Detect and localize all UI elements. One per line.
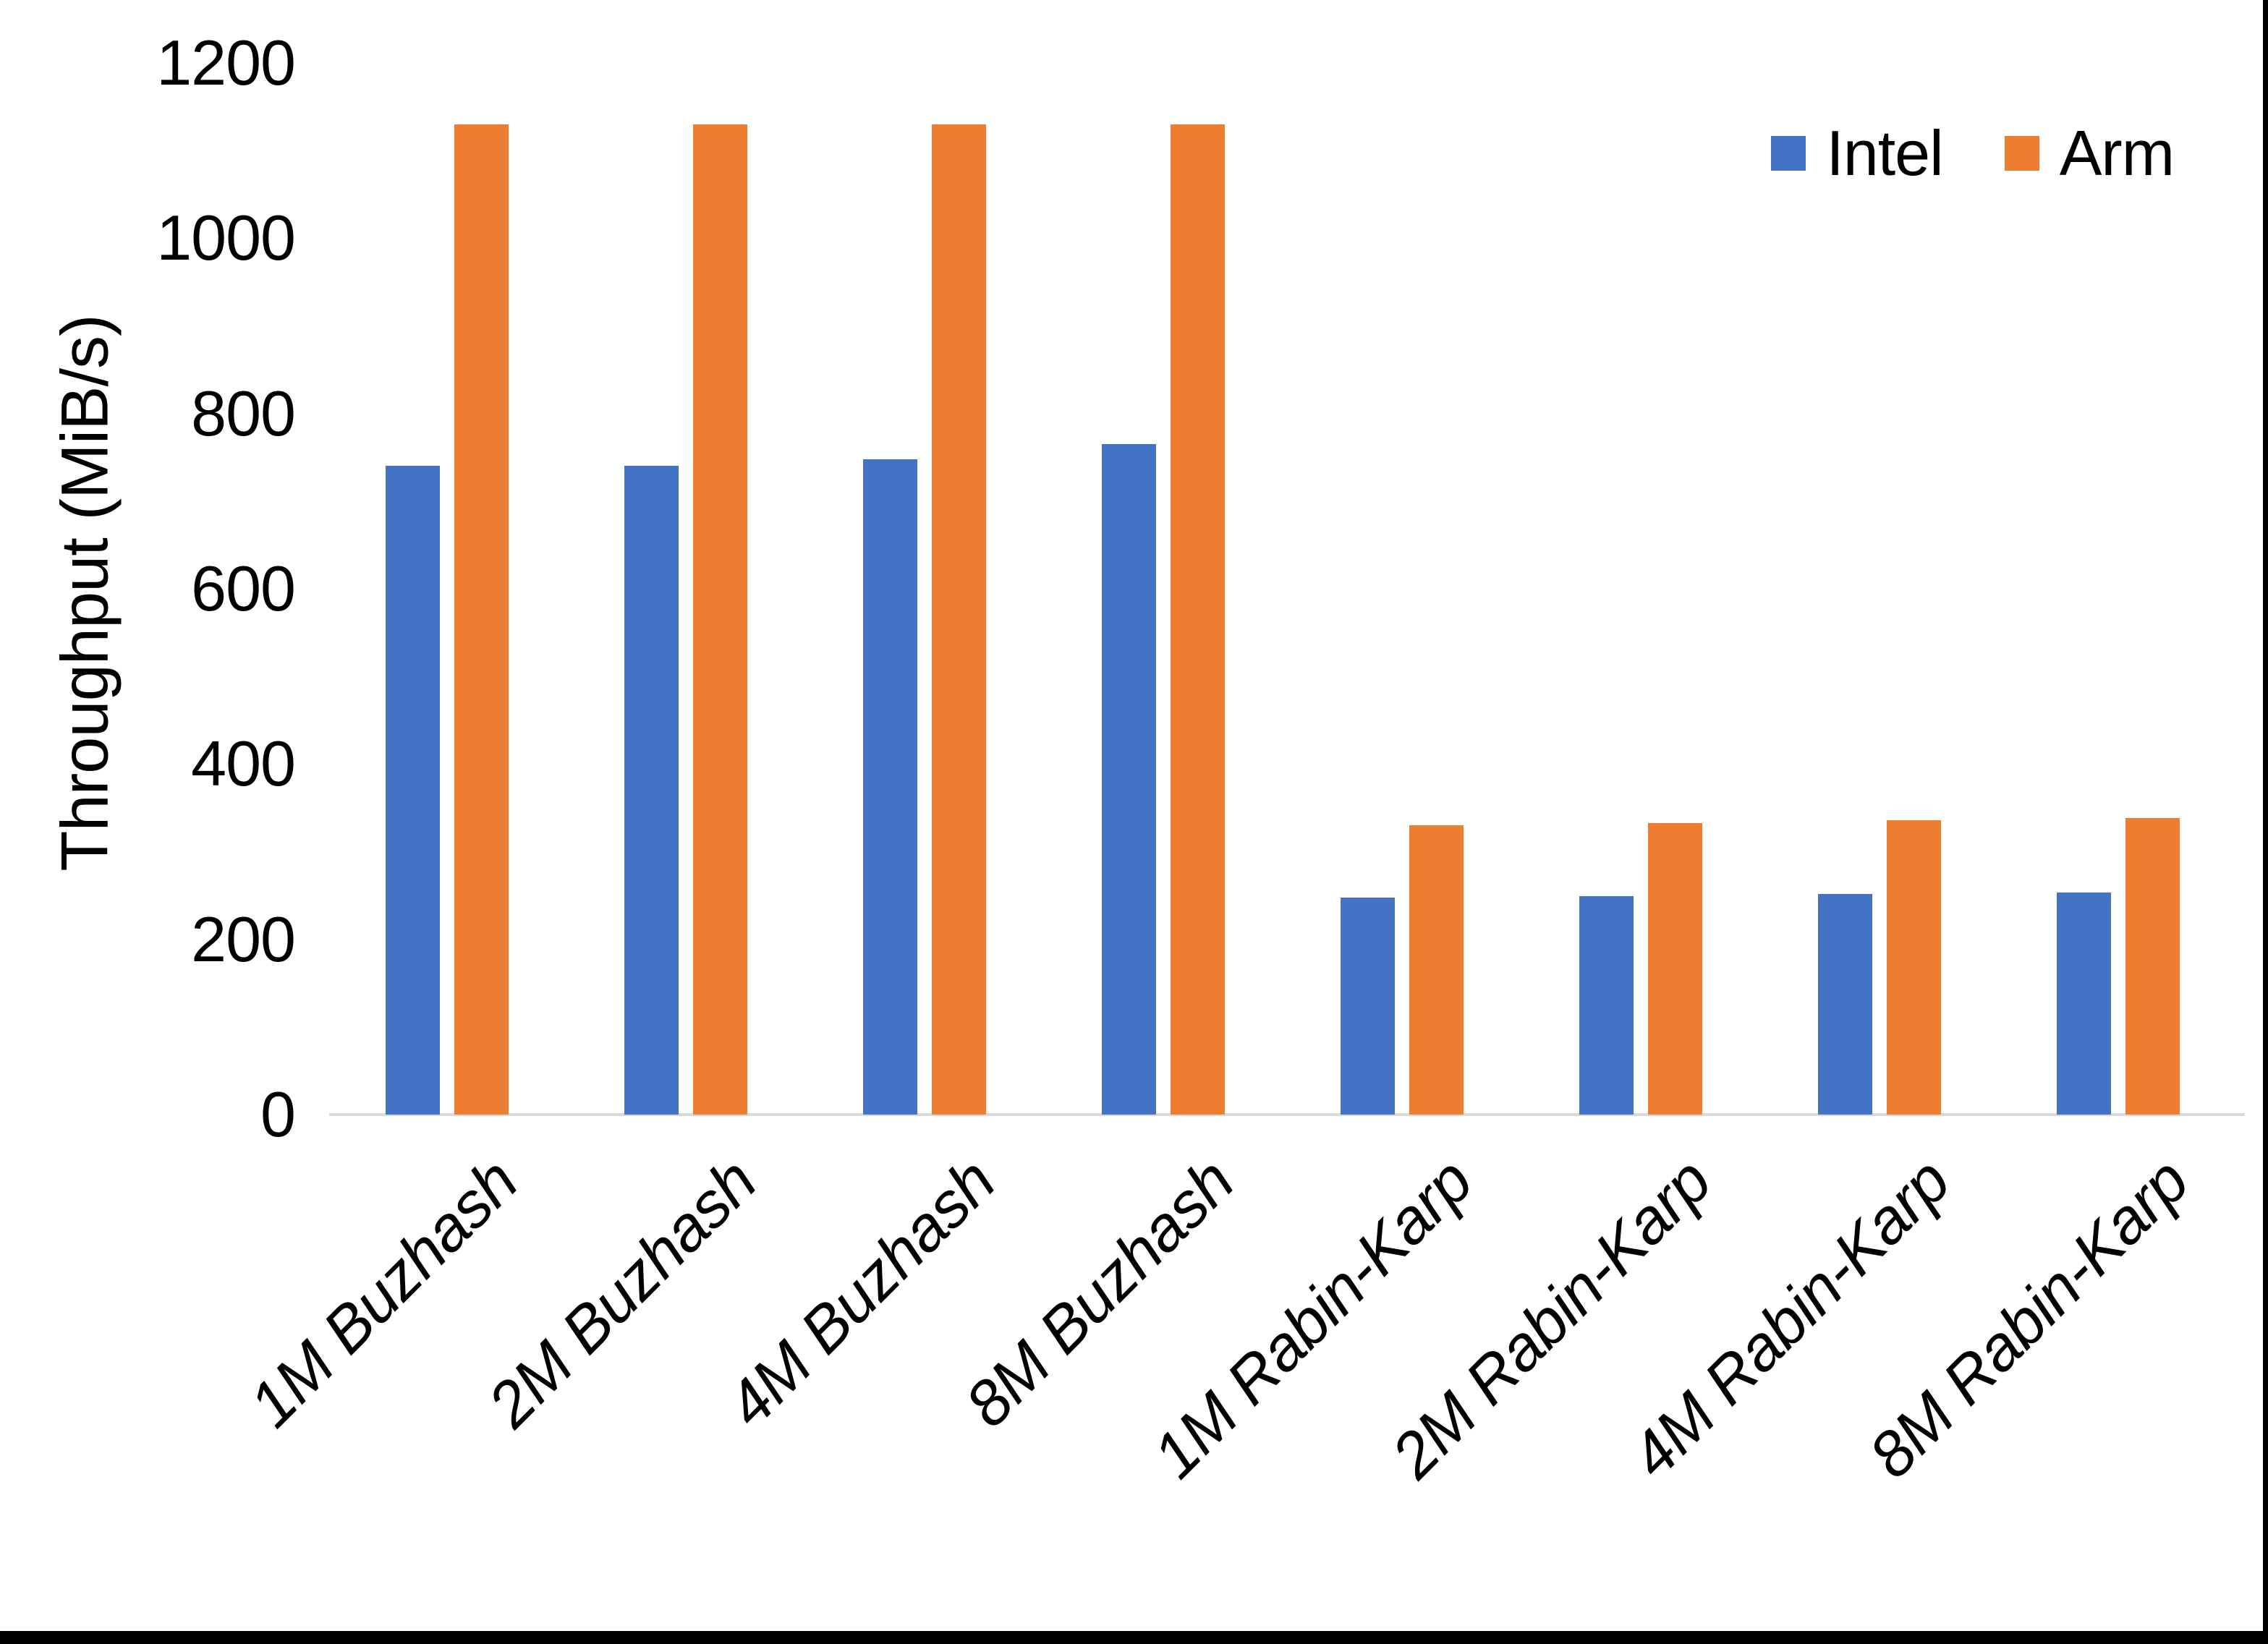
- legend-swatch-intel: [1771, 136, 1806, 171]
- bar-intel-1: [386, 466, 440, 1115]
- bar-intel-6: [1579, 896, 1634, 1115]
- bar-intel-5: [1341, 897, 1395, 1115]
- bar-intel-2: [624, 466, 679, 1115]
- y-tick-label: 200: [191, 903, 296, 975]
- bar-arm-7: [1887, 819, 1941, 1115]
- y-tick-label: 1200: [156, 27, 296, 98]
- bar-arm-1: [454, 124, 509, 1115]
- bar-intel-8: [2057, 893, 2111, 1115]
- bar-arm-6: [1648, 822, 1702, 1115]
- legend-swatch-arm: [2004, 136, 2039, 171]
- legend-item-intel: Intel: [1771, 117, 1944, 189]
- y-axis-title: Throughput (MiB/s): [48, 315, 122, 872]
- y-tick-label: 400: [191, 728, 296, 800]
- bar-intel-3: [863, 459, 917, 1115]
- legend: Intel Arm: [1771, 117, 2175, 189]
- y-tick-label: 600: [191, 553, 296, 624]
- y-tick-label: 800: [191, 377, 296, 449]
- bar-arm-5: [1409, 825, 1464, 1115]
- legend-label-arm: Arm: [2059, 117, 2175, 189]
- bottom-black-bar: [0, 1631, 2268, 1644]
- bar-arm-8: [2125, 818, 2180, 1115]
- y-tick-label: 0: [260, 1078, 296, 1150]
- bar-intel-7: [1818, 893, 1872, 1115]
- legend-item-arm: Arm: [2004, 117, 2175, 189]
- bar-arm-3: [932, 124, 986, 1115]
- bar-arm-2: [693, 124, 747, 1115]
- right-black-border: [2263, 0, 2268, 1644]
- x-axis-line: [329, 1113, 2245, 1116]
- bar-intel-4: [1102, 444, 1156, 1115]
- bar-arm-4: [1171, 124, 1225, 1115]
- y-tick-label: 1000: [156, 202, 296, 274]
- legend-label-intel: Intel: [1826, 117, 1943, 189]
